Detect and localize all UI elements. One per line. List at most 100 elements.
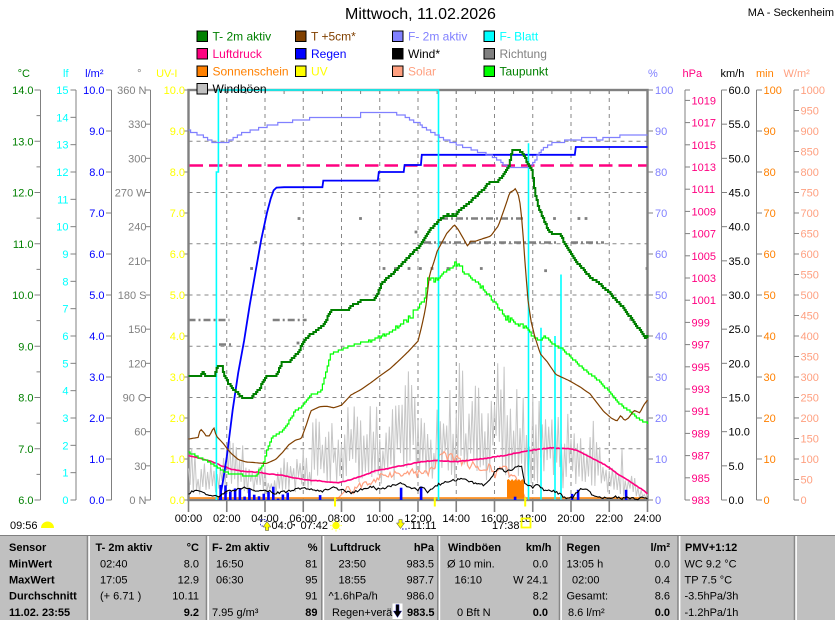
svg-text:hPa: hPa — [683, 68, 703, 80]
svg-text:MinWert: MinWert — [9, 559, 53, 571]
svg-text:9.0: 9.0 — [89, 126, 104, 138]
svg-text:Sensor: Sensor — [9, 542, 47, 554]
svg-text:9.2: 9.2 — [184, 607, 199, 619]
svg-text:11.0: 11.0 — [13, 239, 34, 251]
svg-text:60: 60 — [134, 427, 146, 439]
svg-text:20: 20 — [764, 413, 776, 425]
svg-text:90: 90 — [655, 126, 667, 138]
svg-text:40: 40 — [655, 331, 667, 343]
svg-text:F- Blatt: F- Blatt — [500, 30, 539, 44]
svg-text:450: 450 — [801, 311, 819, 323]
svg-text:9.0: 9.0 — [18, 341, 33, 353]
svg-text:983.5: 983.5 — [407, 607, 435, 619]
svg-text:150: 150 — [801, 434, 819, 446]
svg-text:13:05 h: 13:05 h — [567, 559, 604, 571]
svg-text:12:00: 12:00 — [404, 513, 432, 525]
svg-text:0: 0 — [62, 495, 68, 507]
svg-text:10: 10 — [56, 222, 68, 234]
svg-text:5.0: 5.0 — [89, 290, 104, 302]
svg-text:TP 7.5 °C: TP 7.5 °C — [685, 575, 733, 587]
svg-text:15: 15 — [56, 85, 68, 97]
svg-text:300: 300 — [801, 372, 819, 384]
svg-text:T- 2m aktiv: T- 2m aktiv — [213, 30, 272, 44]
svg-text:.11:11: .11:11 — [408, 520, 437, 532]
svg-text:Mittwoch, 11.02.2026: Mittwoch, 11.02.2026 — [345, 6, 496, 23]
svg-text:18:55: 18:55 — [339, 575, 367, 587]
svg-text:55.0: 55.0 — [729, 119, 750, 131]
svg-text:7.0: 7.0 — [18, 444, 33, 456]
svg-text:Sonnenschein: Sonnenschein — [213, 65, 289, 79]
svg-text:00:00: 00:00 — [175, 513, 203, 525]
svg-text:Taupunkt: Taupunkt — [500, 65, 549, 79]
svg-text:15.0: 15.0 — [729, 393, 750, 405]
svg-text:180 S: 180 S — [118, 290, 147, 302]
svg-text:200: 200 — [801, 413, 819, 425]
svg-text:0 N: 0 N — [129, 495, 146, 507]
svg-text:MA - Seckenheim: MA - Seckenheim — [748, 7, 834, 19]
svg-text:06:00: 06:00 — [289, 513, 317, 525]
svg-text:Regen+verär: Regen+verär — [332, 607, 396, 619]
svg-text:1011: 1011 — [692, 184, 716, 196]
svg-text:Luftdruck: Luftdruck — [213, 47, 263, 61]
svg-text:^1.6hPa/h: ^1.6hPa/h — [329, 591, 378, 603]
svg-text:10.0: 10.0 — [12, 290, 33, 302]
svg-text:1000: 1000 — [801, 85, 825, 97]
svg-text:°C: °C — [18, 68, 30, 80]
svg-text:0.0: 0.0 — [89, 495, 104, 507]
svg-text:14: 14 — [56, 112, 68, 124]
svg-text:hPa: hPa — [414, 542, 435, 554]
svg-text:500: 500 — [801, 290, 819, 302]
svg-text:1009: 1009 — [692, 206, 716, 218]
svg-text:1013: 1013 — [692, 162, 716, 174]
svg-text:993: 993 — [692, 384, 710, 396]
svg-text:8.6 l/m²: 8.6 l/m² — [568, 607, 605, 619]
svg-text:9.0: 9.0 — [170, 126, 185, 138]
svg-text:(+ 6.71 ): (+ 6.71 ) — [100, 591, 141, 603]
svg-text:l/m²: l/m² — [650, 542, 670, 554]
svg-text:10: 10 — [764, 454, 776, 466]
svg-text:1001: 1001 — [692, 295, 716, 307]
svg-text:100: 100 — [655, 85, 673, 97]
svg-text:50.0: 50.0 — [729, 153, 750, 165]
svg-text:0.0: 0.0 — [655, 607, 670, 619]
svg-text:22:00: 22:00 — [595, 513, 623, 525]
svg-text:09:56: 09:56 — [10, 520, 38, 532]
svg-text:6.0: 6.0 — [170, 249, 185, 261]
svg-text:16:00: 16:00 — [481, 513, 509, 525]
svg-text:4.0: 4.0 — [170, 331, 185, 343]
svg-text:270 W: 270 W — [115, 188, 147, 200]
svg-text:6.0: 6.0 — [18, 495, 33, 507]
svg-text:7.0: 7.0 — [89, 208, 104, 220]
svg-text:3.0: 3.0 — [170, 372, 185, 384]
svg-text:14.0: 14.0 — [12, 85, 33, 97]
svg-text:360 N: 360 N — [117, 85, 146, 97]
svg-text:10:00: 10:00 — [366, 513, 394, 525]
svg-text:850: 850 — [801, 147, 819, 159]
svg-text:89: 89 — [305, 607, 317, 619]
svg-text:2.0: 2.0 — [170, 413, 185, 425]
svg-text:5.0: 5.0 — [170, 290, 185, 302]
svg-text:0: 0 — [801, 495, 807, 507]
svg-text:UV: UV — [311, 65, 328, 79]
svg-text:°: ° — [137, 68, 141, 80]
svg-text:30: 30 — [764, 372, 776, 384]
svg-text:989: 989 — [692, 428, 710, 440]
svg-text:80: 80 — [764, 167, 776, 179]
svg-text:300: 300 — [128, 153, 146, 165]
svg-text:10: 10 — [655, 454, 667, 466]
svg-text:8.0: 8.0 — [170, 167, 185, 179]
svg-text:35.0: 35.0 — [729, 256, 750, 268]
svg-text:985: 985 — [692, 473, 710, 485]
svg-text:T- 2m aktiv: T- 2m aktiv — [96, 542, 154, 554]
svg-text:Regen: Regen — [567, 542, 601, 554]
svg-text:1007: 1007 — [692, 229, 716, 241]
svg-text:12.0: 12.0 — [12, 188, 33, 200]
svg-text:0.0: 0.0 — [729, 495, 744, 507]
svg-text:90: 90 — [764, 126, 776, 138]
svg-text:987: 987 — [692, 451, 710, 463]
svg-text:4: 4 — [62, 386, 68, 398]
svg-text:12: 12 — [56, 167, 68, 179]
svg-text:0.0: 0.0 — [533, 559, 548, 571]
svg-text:1019: 1019 — [692, 95, 716, 107]
svg-text:-1.2hPa/1h: -1.2hPa/1h — [685, 607, 739, 619]
